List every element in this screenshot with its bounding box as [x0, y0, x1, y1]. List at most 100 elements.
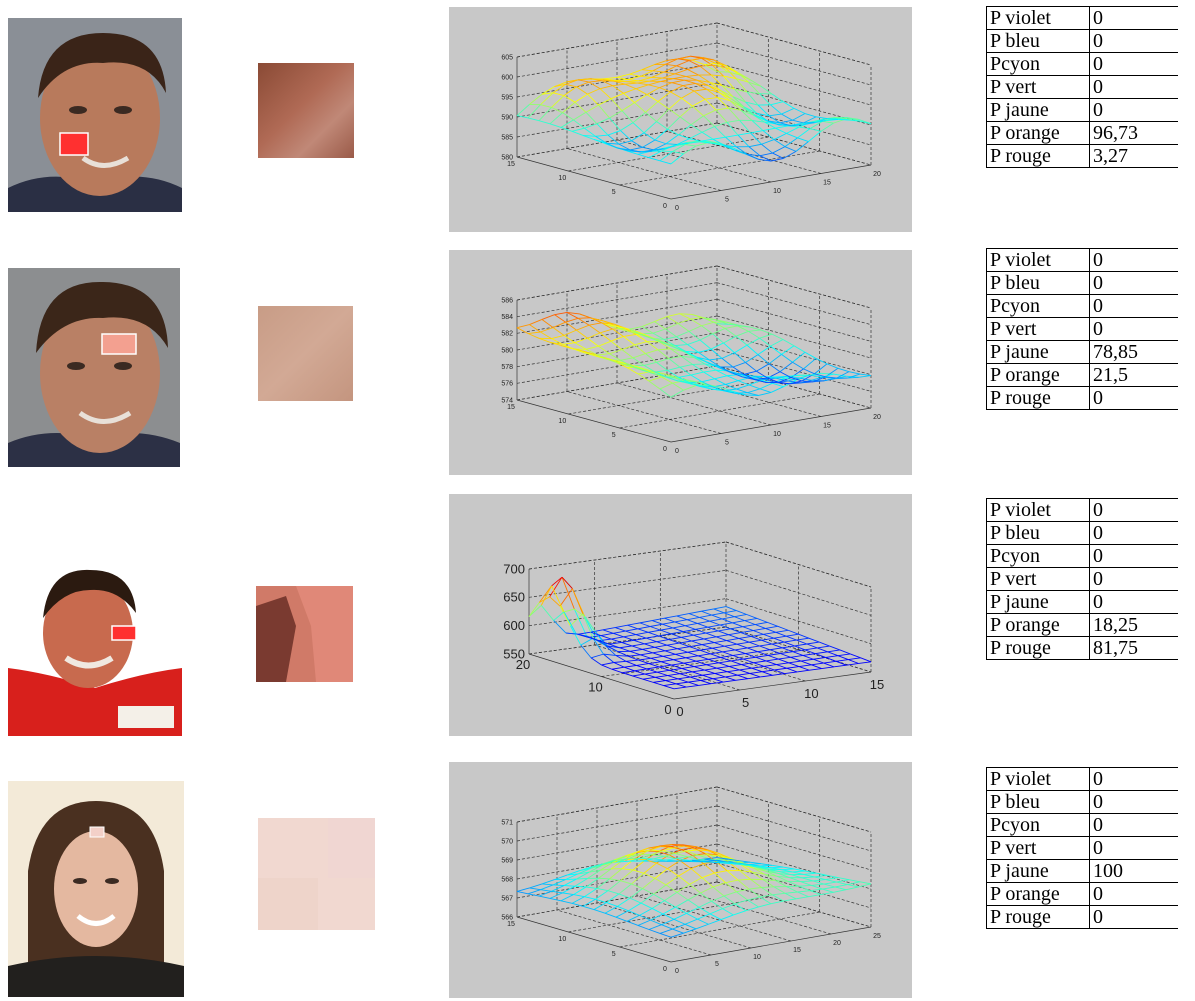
table-row: P rouge 0 [986, 386, 1178, 410]
probability-value: 0 [1089, 767, 1178, 791]
y-tick-label: 10 [558, 936, 566, 943]
face-photo-2 [8, 268, 180, 467]
axes-box [516, 265, 872, 443]
probability-value: 0 [1089, 52, 1178, 76]
x-tick-label: 0 [675, 968, 679, 975]
y-tick-label: 15 [507, 404, 515, 411]
skin-patch-3 [256, 586, 353, 682]
color-label: P orange [986, 121, 1090, 145]
probability-value: 0 [1089, 498, 1178, 522]
y-tick-label: 0 [663, 203, 667, 210]
color-label: P jaune [986, 859, 1090, 883]
table-row: P jaune 0 [986, 98, 1178, 122]
color-probability-table-3: P violet 0 P bleu 0 Pcyon 0 P vert 0 P jaune 0 P o… [986, 498, 1178, 660]
x-tick-label: 15 [793, 947, 801, 954]
x-tick-label: 20 [873, 171, 881, 178]
z-tick-label: 600 [503, 618, 525, 633]
probability-value: 0 [1089, 905, 1178, 929]
skin-patch-4 [258, 818, 375, 930]
table-row: P bleu 0 [986, 790, 1178, 814]
probability-value: 0 [1089, 317, 1178, 341]
color-label: P violet [986, 248, 1090, 272]
x-tick-label: 5 [725, 440, 729, 447]
table-row: P rouge 81,75 [986, 636, 1178, 660]
z-tick-label: 700 [503, 561, 525, 576]
color-label: P jaune [986, 98, 1090, 122]
y-tick-label: 10 [588, 680, 602, 695]
y-tick-label: 10 [558, 175, 566, 182]
probability-value: 0 [1089, 882, 1178, 906]
color-label: P jaune [986, 340, 1090, 364]
surface-plot-1: 605 600 595 590 585 580 15 10 5 0 0 5 10 15 20 [449, 7, 912, 232]
z-tick-label: 567 [501, 895, 513, 902]
color-label: P vert [986, 836, 1090, 860]
z-tick-label: 570 [501, 838, 513, 845]
y-tick-label: 5 [612, 951, 616, 958]
color-label: P orange [986, 882, 1090, 906]
color-label: Pcyon [986, 52, 1090, 76]
face-photo-1 [8, 18, 182, 212]
y-tick-label: 5 [612, 432, 616, 439]
probability-value: 100 [1089, 859, 1178, 883]
x-tick-label: 5 [742, 695, 749, 710]
probability-value: 0 [1089, 248, 1178, 272]
probability-value: 0 [1089, 521, 1178, 545]
x-tick-label: 20 [873, 414, 881, 421]
color-label: Pcyon [986, 294, 1090, 318]
x-tick-label: 25 [873, 933, 881, 940]
z-tick-label: 566 [501, 914, 513, 921]
z-tick-label: 550 [503, 646, 525, 661]
probability-value: 81,75 [1089, 636, 1178, 660]
color-label: Pcyon [986, 544, 1090, 568]
y-tick-label: 15 [507, 161, 515, 168]
x-tick-label: 15 [823, 180, 831, 187]
table-row: P orange 96,73 [986, 121, 1178, 145]
color-label: P bleu [986, 790, 1090, 814]
probability-value: 21,5 [1089, 363, 1178, 387]
probability-value: 0 [1089, 813, 1178, 837]
table-row: P violet 0 [986, 498, 1178, 522]
probability-value: 96,73 [1089, 121, 1178, 145]
z-tick-label: 569 [501, 857, 513, 864]
table-row: Pcyon 0 [986, 52, 1178, 76]
color-label: P orange [986, 613, 1090, 637]
surface-plot-3: 700 650 600 550 20 10 0 0 5 10 15 [449, 494, 912, 736]
z-tick-label: 580 [501, 154, 513, 161]
color-label: P bleu [986, 521, 1090, 545]
probability-value: 0 [1089, 6, 1178, 30]
table-row: P vert 0 [986, 75, 1178, 99]
probability-value: 0 [1089, 75, 1178, 99]
y-tick-label: 15 [507, 921, 515, 928]
table-row: P violet 0 [986, 6, 1178, 30]
x-tick-label: 20 [833, 940, 841, 947]
x-tick-label: 10 [753, 954, 761, 961]
surface-plot-4: 571 570 569 568 567 566 15 10 5 0 0 5 10 15 20 25 [449, 762, 912, 998]
color-label: P rouge [986, 386, 1090, 410]
face-photo-3 [8, 548, 182, 736]
surface-mesh [516, 312, 872, 398]
probability-value: 18,25 [1089, 613, 1178, 637]
surface-mesh [516, 843, 872, 938]
color-label: P jaune [986, 590, 1090, 614]
color-label: P violet [986, 6, 1090, 30]
surface-mesh [528, 576, 872, 690]
y-tick-label: 10 [558, 418, 566, 425]
color-label: P vert [986, 567, 1090, 591]
probability-value: 0 [1089, 590, 1178, 614]
z-tick-label: 574 [501, 397, 513, 404]
z-tick-label: 600 [501, 74, 513, 81]
probability-value: 78,85 [1089, 340, 1178, 364]
y-tick-label: 0 [663, 966, 667, 973]
color-probability-table-2: P violet 0 P bleu 0 Pcyon 0 P vert 0 P jaune 78,8… [986, 248, 1178, 410]
table-row: P rouge 0 [986, 905, 1178, 929]
z-tick-label: 578 [501, 364, 513, 371]
x-tick-label: 10 [804, 686, 818, 701]
probability-value: 0 [1089, 29, 1178, 53]
table-row: P bleu 0 [986, 29, 1178, 53]
probability-value: 0 [1089, 271, 1178, 295]
table-row: P jaune 0 [986, 590, 1178, 614]
probability-value: 0 [1089, 790, 1178, 814]
z-tick-label: 576 [501, 381, 513, 388]
table-row: P vert 0 [986, 567, 1178, 591]
table-row: P violet 0 [986, 767, 1178, 791]
